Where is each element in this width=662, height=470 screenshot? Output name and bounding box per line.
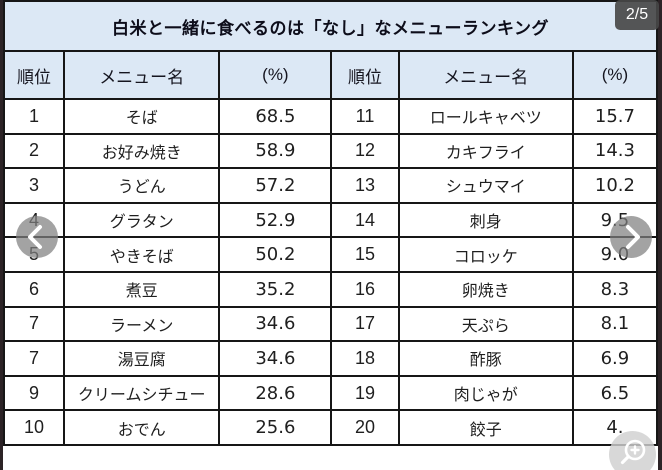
- menu-cell: 天ぷら: [397, 305, 574, 343]
- menu-cell: グラタン: [63, 201, 221, 239]
- header-row: 順位 メニュー名 (%) 順位 メニュー名 (%): [2, 50, 659, 100]
- percent-cell: 15.7: [571, 98, 659, 135]
- percent-cell: 10.2: [571, 167, 659, 204]
- menu-cell: やきそば: [63, 236, 221, 273]
- menu-cell: 煮豆: [63, 270, 221, 308]
- percent-cell: 14.3: [571, 132, 659, 170]
- next-image-button[interactable]: [610, 216, 652, 258]
- ranking-table: 順位 メニュー名 (%) 順位 メニュー名 (%) 1 そば 68.5 11 ロ…: [2, 50, 659, 446]
- rank-cell: 3: [2, 167, 66, 204]
- percent-cell: 57.2: [218, 167, 333, 204]
- table-row: 5 やきそば 50.2 15 コロッケ 9.0: [2, 236, 659, 273]
- table-row: 9 クリームシチュー 28.6 19 肉じゃが 6.5: [2, 374, 659, 412]
- percent-cell: 8.1: [571, 305, 659, 343]
- menu-cell: ロールキャベツ: [397, 98, 574, 135]
- table-row: 7 ラーメン 34.6 17 天ぷら 8.1: [2, 305, 659, 343]
- menu-cell: おでん: [63, 409, 221, 446]
- rank-cell: 19: [330, 374, 400, 412]
- menu-cell: クリームシチュー: [63, 374, 221, 412]
- rank-cell: 13: [330, 167, 400, 204]
- menu-cell: 刺身: [397, 201, 574, 239]
- magnifier-plus-icon: [609, 431, 656, 470]
- col-header-percent: (%): [571, 50, 659, 100]
- menu-cell: 酢豚: [397, 340, 574, 377]
- rank-cell: 20: [330, 409, 400, 446]
- rank-cell: 7: [2, 305, 66, 343]
- percent-cell: 34.6: [218, 305, 333, 343]
- percent-cell: 34.6: [218, 340, 333, 377]
- menu-cell: ラーメン: [63, 305, 221, 343]
- table-row: 10 おでん 25.6 20 餃子 4.: [2, 409, 659, 446]
- table-row: 7 湯豆腐 34.6 18 酢豚 6.9: [2, 340, 659, 377]
- table-row: 2 お好み焼き 58.9 12 カキフライ 14.3: [2, 132, 659, 170]
- rank-cell: 6: [2, 270, 66, 308]
- rank-cell: 1: [2, 98, 66, 135]
- col-header-rank: 順位: [330, 50, 400, 100]
- percent-cell: 28.6: [218, 374, 333, 412]
- percent-cell: 35.2: [218, 270, 333, 308]
- rank-cell: 2: [2, 132, 66, 170]
- percent-cell: 6.9: [571, 340, 659, 377]
- table-row: 3 うどん 57.2 13 シュウマイ 10.2: [2, 167, 659, 204]
- percent-cell: 6.5: [571, 374, 659, 412]
- menu-cell: 肉じゃが: [397, 374, 574, 412]
- rank-cell: 10: [2, 409, 66, 446]
- percent-cell: 8.3: [571, 270, 659, 308]
- menu-cell: そば: [63, 98, 221, 135]
- col-header-menu: メニュー名: [63, 50, 221, 100]
- percent-cell: 25.6: [218, 409, 333, 446]
- col-header-menu: メニュー名: [397, 50, 574, 100]
- prev-image-button[interactable]: [16, 216, 58, 258]
- menu-cell: 餃子: [397, 409, 574, 446]
- percent-cell: 50.2: [218, 236, 333, 273]
- table-row: 1 そば 68.5 11 ロールキャベツ 15.7: [2, 98, 659, 135]
- chevron-left-icon: [16, 216, 58, 258]
- menu-cell: カキフライ: [397, 132, 574, 170]
- rank-cell: 15: [330, 236, 400, 273]
- image-counter-badge: 2/5: [615, 0, 659, 30]
- rank-cell: 9: [2, 374, 66, 412]
- menu-cell: うどん: [63, 167, 221, 204]
- menu-cell: 湯豆腐: [63, 340, 221, 377]
- zoom-image-button[interactable]: [609, 431, 656, 470]
- table-title: 白米と一緒に食べるのは「なし」なメニューランキング: [3, 0, 658, 50]
- col-header-percent: (%): [218, 50, 333, 100]
- rank-cell: 7: [2, 340, 66, 377]
- rank-cell: 16: [330, 270, 400, 308]
- rank-cell: 11: [330, 98, 400, 135]
- menu-cell: 卵焼き: [397, 270, 574, 308]
- table-row: 4 グラタン 52.9 14 刺身 9.5: [2, 201, 659, 239]
- table-row: 6 煮豆 35.2 16 卵焼き 8.3: [2, 270, 659, 308]
- percent-cell: 68.5: [218, 98, 333, 135]
- rank-cell: 14: [330, 201, 400, 239]
- percent-cell: 52.9: [218, 201, 333, 239]
- chevron-right-icon: [610, 216, 652, 258]
- menu-cell: お好み焼き: [63, 132, 221, 170]
- rank-cell: 17: [330, 305, 400, 343]
- rank-cell: 12: [330, 132, 400, 170]
- menu-cell: シュウマイ: [397, 167, 574, 204]
- rank-cell: 18: [330, 340, 400, 377]
- col-header-rank: 順位: [2, 50, 66, 100]
- menu-cell: コロッケ: [397, 236, 574, 273]
- percent-cell: 58.9: [218, 132, 333, 170]
